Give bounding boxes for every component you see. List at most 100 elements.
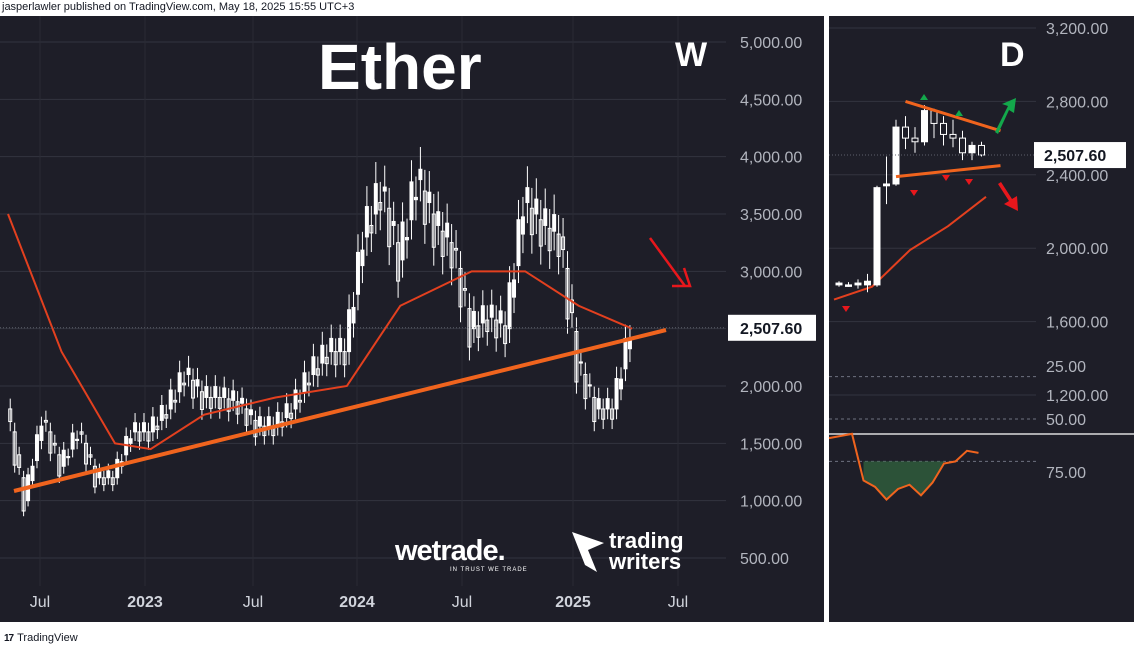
daily-candle-body bbox=[940, 122, 947, 135]
weekly-candle-body bbox=[619, 378, 624, 390]
weekly-candle-body bbox=[253, 419, 258, 438]
weekly-candle-body bbox=[583, 374, 588, 400]
weekly-candle-body bbox=[507, 282, 512, 330]
weekly-candle-body bbox=[431, 213, 436, 248]
weekly-candle-body bbox=[186, 367, 191, 376]
daily-triangle-upper-line bbox=[905, 99, 1001, 133]
rsi-line bbox=[828, 432, 979, 501]
weekly-x-tick-label: Jul bbox=[30, 594, 50, 611]
weekly-candle-body bbox=[306, 382, 311, 386]
rsi-y-tick-label: 75.00 bbox=[1046, 465, 1086, 482]
weekly-candle-body bbox=[133, 422, 138, 433]
weekly-support-trendline bbox=[13, 328, 667, 493]
weekly-candle-body bbox=[213, 386, 218, 398]
weekly-candle-body bbox=[489, 304, 494, 318]
daily-candle-body bbox=[864, 280, 871, 286]
weekly-candle-body bbox=[569, 299, 574, 314]
weekly-candle-body bbox=[289, 412, 294, 419]
weekly-x-tick-label: 2025 bbox=[555, 594, 591, 611]
tradingview-brand: TradingView bbox=[17, 632, 78, 644]
daily-y-tick-label: 3,200.00 bbox=[1046, 21, 1108, 38]
weekly-candle-body bbox=[173, 399, 178, 403]
weekly-candle-body bbox=[146, 431, 151, 442]
daily-candle-body bbox=[911, 137, 919, 143]
weekly-candle-body bbox=[547, 227, 552, 252]
rsi-overbought-fill bbox=[863, 461, 944, 500]
weekly-candle-body bbox=[204, 386, 209, 398]
daily-candle-body bbox=[930, 110, 938, 124]
weekly-candle-body bbox=[552, 214, 557, 232]
weekly-candle-body bbox=[257, 416, 262, 427]
trading-writers-logo: trading writers bbox=[572, 528, 684, 574]
weekly-pane-background bbox=[0, 16, 824, 622]
rsi-y-tick-label: 25.00 bbox=[1046, 359, 1086, 376]
daily-moving-average-line bbox=[833, 196, 987, 301]
weekly-candle-body bbox=[494, 319, 499, 339]
trading-writers-word-2: writers bbox=[608, 549, 681, 574]
weekly-candle-body bbox=[396, 242, 401, 282]
weekly-candle-body bbox=[208, 396, 213, 409]
daily-pane-background bbox=[829, 16, 1134, 622]
weekly-x-tick-label: Jul bbox=[668, 594, 688, 611]
weekly-y-tick-label: 500.00 bbox=[740, 551, 789, 568]
trading-writers-mark bbox=[572, 532, 604, 572]
weekly-candle-body bbox=[355, 251, 360, 295]
weekly-candle-body bbox=[141, 422, 146, 433]
daily-candle-body bbox=[854, 282, 862, 286]
weekly-timeframe-label: W bbox=[675, 36, 708, 74]
daily-candle-body bbox=[978, 144, 985, 156]
daily-pivot-high-marker-icon bbox=[920, 94, 928, 100]
weekly-x-tick-label: Jul bbox=[452, 594, 472, 611]
weekly-y-tick-label: 1,500.00 bbox=[740, 436, 802, 453]
weekly-candle-body bbox=[543, 208, 548, 226]
weekly-candle-body bbox=[471, 310, 476, 330]
weekly-candle-body bbox=[137, 431, 142, 442]
weekly-candle-body bbox=[347, 309, 352, 353]
weekly-candle-body bbox=[538, 219, 543, 247]
daily-timeframe-label: D bbox=[1000, 36, 1025, 74]
weekly-candle-body bbox=[150, 416, 155, 433]
weekly-candle-body bbox=[520, 216, 525, 235]
rsi-y-tick-label: 50.00 bbox=[1046, 412, 1086, 429]
weekly-candle-body bbox=[324, 356, 329, 365]
daily-pivot-low-marker-icon bbox=[965, 179, 973, 185]
weekly-candle-body bbox=[128, 438, 133, 444]
weekly-candle-body bbox=[298, 399, 303, 403]
weekly-candle-body bbox=[177, 372, 182, 393]
weekly-candle-body bbox=[48, 431, 53, 454]
weekly-candle-body bbox=[43, 419, 48, 423]
weekly-candle-body bbox=[467, 308, 472, 348]
weekly-candle-body bbox=[155, 425, 160, 431]
weekly-candle-body bbox=[418, 168, 423, 181]
chart-canvas: 5,000.00 4,500.00 4,000.00 3,500.00 3,000.00… bbox=[0, 16, 1134, 622]
weekly-candle-body bbox=[525, 187, 530, 204]
weekly-candle-body bbox=[342, 351, 347, 366]
weekly-candle-body bbox=[315, 368, 320, 376]
weekly-candle-body bbox=[351, 306, 356, 324]
weekly-candle-body bbox=[75, 438, 80, 441]
daily-pivot-low-marker-icon bbox=[842, 306, 850, 312]
weekly-candle-body bbox=[333, 351, 338, 366]
weekly-candle-body bbox=[409, 181, 414, 221]
daily-candle-body bbox=[921, 110, 928, 143]
weekly-candle-body bbox=[454, 247, 459, 251]
weekly-candle-body bbox=[164, 414, 169, 419]
daily-candle-body bbox=[902, 126, 909, 139]
weekly-candle-body bbox=[84, 442, 89, 465]
wetrade-logo: wetrade. IN TRUST WE TRADE bbox=[394, 535, 528, 573]
weekly-candle-body bbox=[159, 404, 164, 421]
weekly-candle-body bbox=[378, 202, 383, 211]
weekly-candle-body bbox=[400, 221, 405, 261]
daily-y-tick-label: 2,400.00 bbox=[1046, 168, 1108, 185]
weekly-candle-body bbox=[92, 465, 97, 488]
weekly-candle-body bbox=[217, 396, 222, 409]
weekly-y-tick-label: 4,000.00 bbox=[740, 150, 802, 167]
weekly-candle-body bbox=[199, 391, 204, 411]
weekly-candle-body bbox=[110, 477, 115, 486]
wetrade-tagline: IN TRUST WE TRADE bbox=[450, 567, 528, 573]
weekly-candle-body bbox=[623, 337, 628, 370]
daily-y-tick-label: 1,200.00 bbox=[1046, 388, 1108, 405]
daily-candle-body bbox=[845, 284, 852, 287]
weekly-candle-body bbox=[302, 372, 307, 393]
weekly-moving-average-line bbox=[7, 213, 633, 451]
